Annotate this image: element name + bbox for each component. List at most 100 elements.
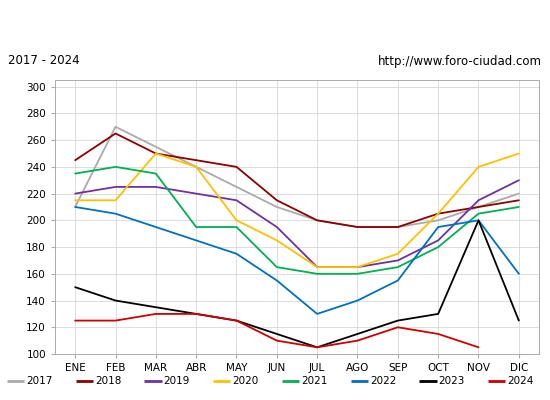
2021 <box>72 171 79 176</box>
2020 <box>314 265 321 270</box>
Text: 2017: 2017 <box>26 376 52 386</box>
2020 <box>152 151 159 156</box>
2022 <box>193 238 200 243</box>
Line: 2023: 2023 <box>75 220 519 347</box>
Text: 2023: 2023 <box>439 376 465 386</box>
2019 <box>152 184 159 189</box>
Text: 2017 - 2024: 2017 - 2024 <box>8 54 80 68</box>
2022 <box>314 312 321 316</box>
2020 <box>435 211 442 216</box>
2022 <box>72 204 79 209</box>
2019 <box>193 191 200 196</box>
2018 <box>354 225 361 230</box>
2018 <box>394 225 401 230</box>
2023 <box>515 318 522 323</box>
Line: 2024: 2024 <box>75 314 478 347</box>
2018 <box>193 158 200 162</box>
Line: 2020: 2020 <box>75 154 519 267</box>
2017 <box>475 204 482 209</box>
2020 <box>394 251 401 256</box>
2024 <box>72 318 79 323</box>
2018 <box>152 151 159 156</box>
2023 <box>475 218 482 223</box>
Text: 2024: 2024 <box>507 376 534 386</box>
2021 <box>152 171 159 176</box>
2024 <box>435 332 442 336</box>
2023 <box>72 285 79 290</box>
2017 <box>72 204 79 209</box>
2019 <box>72 191 79 196</box>
2020 <box>112 198 119 203</box>
2021 <box>233 225 240 230</box>
2017 <box>273 204 280 209</box>
2023 <box>152 305 159 310</box>
2022 <box>112 211 119 216</box>
Text: 2022: 2022 <box>370 376 396 386</box>
2024 <box>354 338 361 343</box>
2023 <box>273 332 280 336</box>
Line: 2022: 2022 <box>75 207 519 314</box>
2024 <box>475 345 482 350</box>
Line: 2019: 2019 <box>75 180 519 267</box>
2021 <box>193 225 200 230</box>
2021 <box>354 272 361 276</box>
2017 <box>435 218 442 223</box>
2021 <box>475 211 482 216</box>
2018 <box>435 211 442 216</box>
2022 <box>394 278 401 283</box>
2019 <box>515 178 522 183</box>
2024 <box>273 338 280 343</box>
Text: 2019: 2019 <box>164 376 190 386</box>
2018 <box>515 198 522 203</box>
2021 <box>112 164 119 169</box>
2018 <box>72 158 79 162</box>
2017 <box>515 191 522 196</box>
Text: 2018: 2018 <box>95 376 121 386</box>
2023 <box>394 318 401 323</box>
2019 <box>475 198 482 203</box>
2021 <box>515 204 522 209</box>
2020 <box>354 265 361 270</box>
2021 <box>273 265 280 270</box>
2024 <box>112 318 119 323</box>
2020 <box>233 218 240 223</box>
2017 <box>354 225 361 230</box>
2023 <box>354 332 361 336</box>
2019 <box>314 265 321 270</box>
2024 <box>233 318 240 323</box>
2019 <box>435 238 442 243</box>
2018 <box>273 198 280 203</box>
2017 <box>193 164 200 169</box>
2024 <box>193 312 200 316</box>
2019 <box>354 265 361 270</box>
Line: 2017: 2017 <box>75 127 519 227</box>
2024 <box>314 345 321 350</box>
2021 <box>394 265 401 270</box>
2022 <box>435 225 442 230</box>
2023 <box>233 318 240 323</box>
Line: 2021: 2021 <box>75 167 519 274</box>
Text: 2020: 2020 <box>232 376 258 386</box>
2022 <box>515 272 522 276</box>
2022 <box>233 251 240 256</box>
2020 <box>193 164 200 169</box>
Text: http://www.foro-ciudad.com: http://www.foro-ciudad.com <box>378 54 542 68</box>
2023 <box>193 312 200 316</box>
2020 <box>72 198 79 203</box>
2020 <box>475 164 482 169</box>
2024 <box>152 312 159 316</box>
2018 <box>314 218 321 223</box>
2017 <box>314 218 321 223</box>
2019 <box>394 258 401 263</box>
2019 <box>112 184 119 189</box>
2019 <box>233 198 240 203</box>
Line: 2018: 2018 <box>75 134 519 227</box>
2022 <box>354 298 361 303</box>
Text: 2021: 2021 <box>301 376 327 386</box>
2022 <box>273 278 280 283</box>
2021 <box>314 272 321 276</box>
2021 <box>435 245 442 250</box>
2023 <box>435 312 442 316</box>
2018 <box>233 164 240 169</box>
2017 <box>394 225 401 230</box>
